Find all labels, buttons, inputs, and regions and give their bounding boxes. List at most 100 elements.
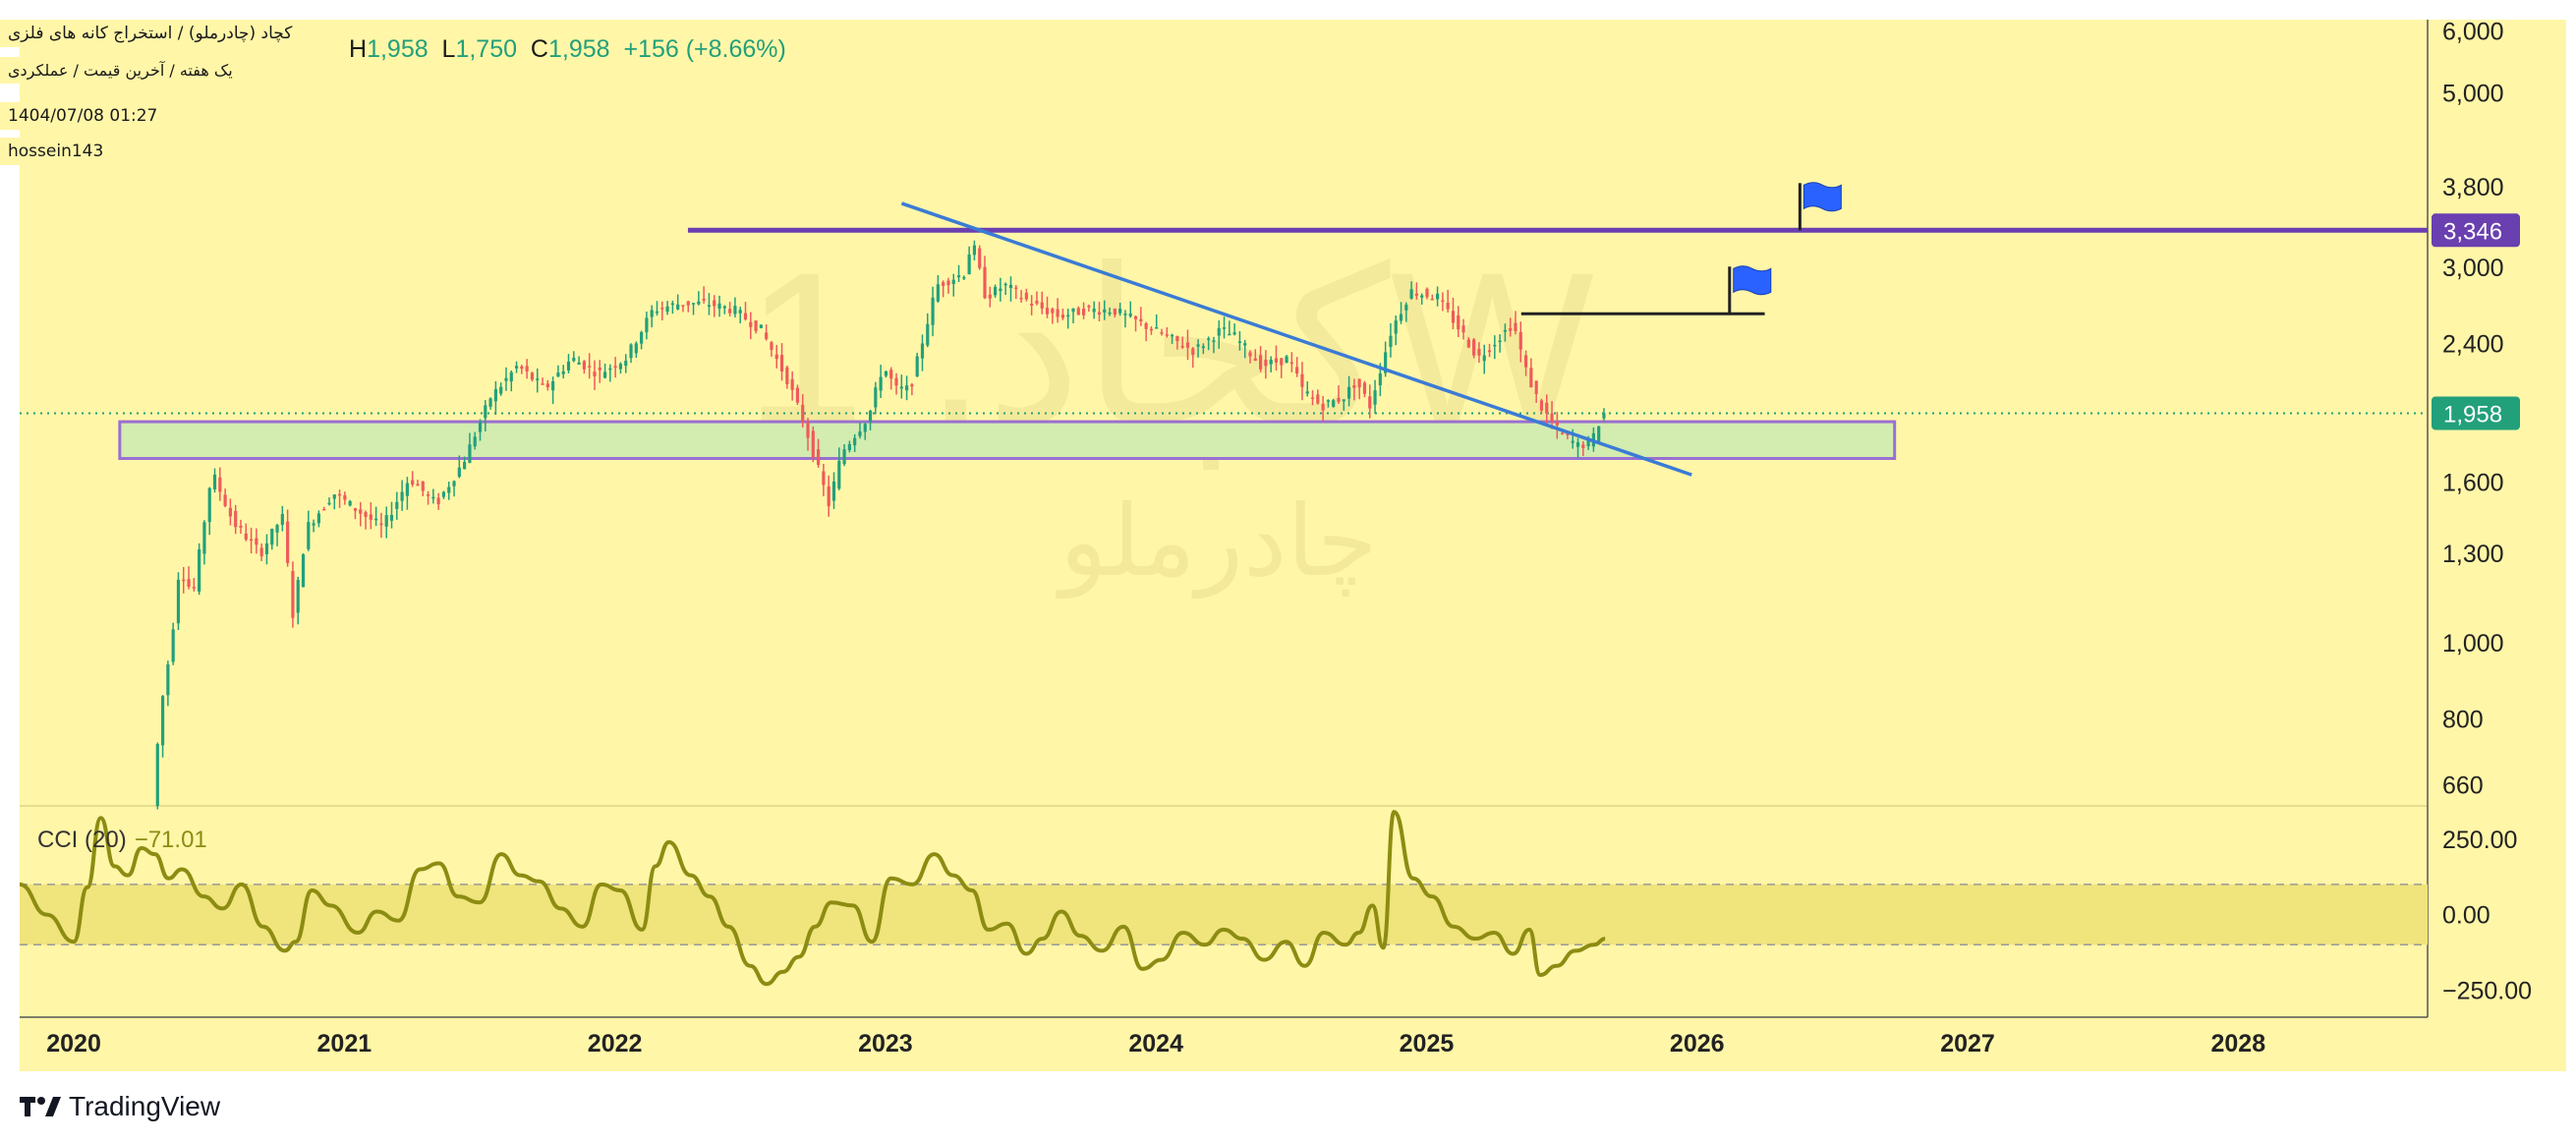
candle-body — [733, 306, 737, 314]
candle-body — [270, 528, 274, 545]
symbol-line: کچاد (چادرملو) / استخراج کانه های فلزی — [8, 24, 293, 43]
candle-body — [1321, 403, 1325, 411]
candle-body — [655, 311, 659, 314]
author-info: hossein143 — [0, 138, 112, 165]
candle-body — [899, 386, 903, 389]
tradingview-brand: TradingView — [69, 1091, 221, 1121]
candle-body — [280, 513, 284, 526]
ohlc-close-value: 1,958 — [547, 35, 610, 63]
price-tick-label: 2,400 — [2442, 331, 2504, 359]
candle-body — [1056, 309, 1059, 317]
candle-body — [817, 449, 821, 465]
candle-body — [827, 486, 830, 507]
candle-body — [1144, 322, 1148, 329]
candle-body — [1165, 334, 1169, 336]
time-axis-background — [20, 1017, 2566, 1071]
candle-body — [713, 300, 716, 307]
time-tick-label: 2024 — [1128, 1030, 1183, 1057]
candle-body — [577, 362, 581, 365]
candle-body — [1529, 368, 1533, 388]
candle-body — [1384, 352, 1388, 373]
candle-body — [1222, 327, 1227, 329]
candle-body — [436, 497, 440, 505]
candle-body — [1378, 372, 1382, 386]
candle-body — [1472, 339, 1476, 356]
candle-body — [187, 579, 191, 588]
candle-body — [874, 387, 878, 408]
candle-body — [686, 301, 690, 306]
candle-body — [166, 664, 170, 696]
candle-body — [171, 629, 175, 662]
candle-body — [1139, 318, 1143, 321]
candle-body — [999, 288, 1002, 292]
candle-body — [291, 570, 295, 618]
candle-body — [1514, 322, 1517, 331]
candle-body — [1087, 306, 1091, 308]
candle-body — [1346, 386, 1351, 399]
candle-body — [307, 522, 311, 549]
candle-body — [640, 331, 644, 344]
cci-line — [19, 810, 1606, 987]
candle-body — [754, 320, 758, 331]
candle-body — [660, 308, 664, 310]
candle-body — [1253, 358, 1257, 362]
candle-body — [457, 467, 461, 478]
candle-body — [1196, 344, 1200, 347]
candle-body — [1571, 440, 1574, 443]
candle-body — [384, 515, 388, 527]
cci-tick-label: 250.00 — [2442, 827, 2517, 854]
candle-body — [770, 342, 773, 350]
candle-body — [1149, 328, 1154, 331]
candle-body — [910, 384, 914, 387]
candle-body — [322, 508, 326, 511]
candle-body — [889, 370, 893, 379]
candle-body — [1332, 400, 1336, 407]
candle-body — [811, 430, 815, 458]
price-axis-ticks: 6,000 5,000 3,800 3,000 2,400 1,600 1,300 1,000… — [2442, 18, 2504, 799]
candle-body — [1477, 348, 1481, 356]
candle-body — [332, 494, 336, 499]
time-tick-label: 2021 — [317, 1030, 372, 1057]
flag-icon — [1803, 182, 1842, 212]
cci-legend[interactable]: CCI (20) −71.01 — [37, 827, 207, 854]
candle-body — [1539, 400, 1544, 411]
candle-body — [514, 366, 519, 369]
candle-body — [1171, 334, 1174, 337]
candle-body — [1373, 390, 1377, 405]
ohlc-high-value: 1,958 — [367, 35, 429, 63]
candle-body — [1362, 382, 1367, 394]
cci-tick-label: 0.00 — [2442, 902, 2490, 930]
price-tick-label: 1,600 — [2442, 470, 2504, 497]
candle-body — [1498, 340, 1502, 343]
candle-body — [484, 405, 487, 419]
candle-body — [978, 248, 982, 268]
current-price-label: 1,958 — [2432, 396, 2520, 430]
candle-body — [343, 494, 347, 500]
candle-body — [1357, 378, 1361, 388]
candle-body — [842, 449, 846, 465]
candle-body — [717, 303, 721, 310]
candle-body — [1103, 309, 1107, 314]
candle-body — [1446, 303, 1450, 310]
candle-body — [588, 366, 592, 368]
candle-body — [670, 303, 674, 306]
cci-band — [20, 884, 2428, 945]
price-tick-label: 660 — [2442, 772, 2484, 799]
candle-body — [182, 579, 186, 582]
candle-body — [1409, 289, 1413, 299]
candle-body — [1430, 299, 1434, 301]
candle-body — [520, 366, 524, 370]
candle-body — [1295, 367, 1299, 374]
descending-trendline[interactable] — [900, 201, 1692, 477]
candle-body — [1133, 315, 1138, 319]
tradingview-logo[interactable]: TradingView — [20, 1091, 220, 1122]
candle-body — [1019, 297, 1023, 300]
candle-body — [1217, 327, 1221, 336]
candle-body — [994, 286, 998, 296]
candle-body — [951, 279, 955, 284]
candle-body — [681, 305, 685, 307]
cci-tick-label: −250.00 — [2442, 977, 2532, 1004]
candle-body — [936, 284, 940, 302]
candle-body — [379, 523, 383, 526]
candle-body — [1602, 413, 1606, 419]
